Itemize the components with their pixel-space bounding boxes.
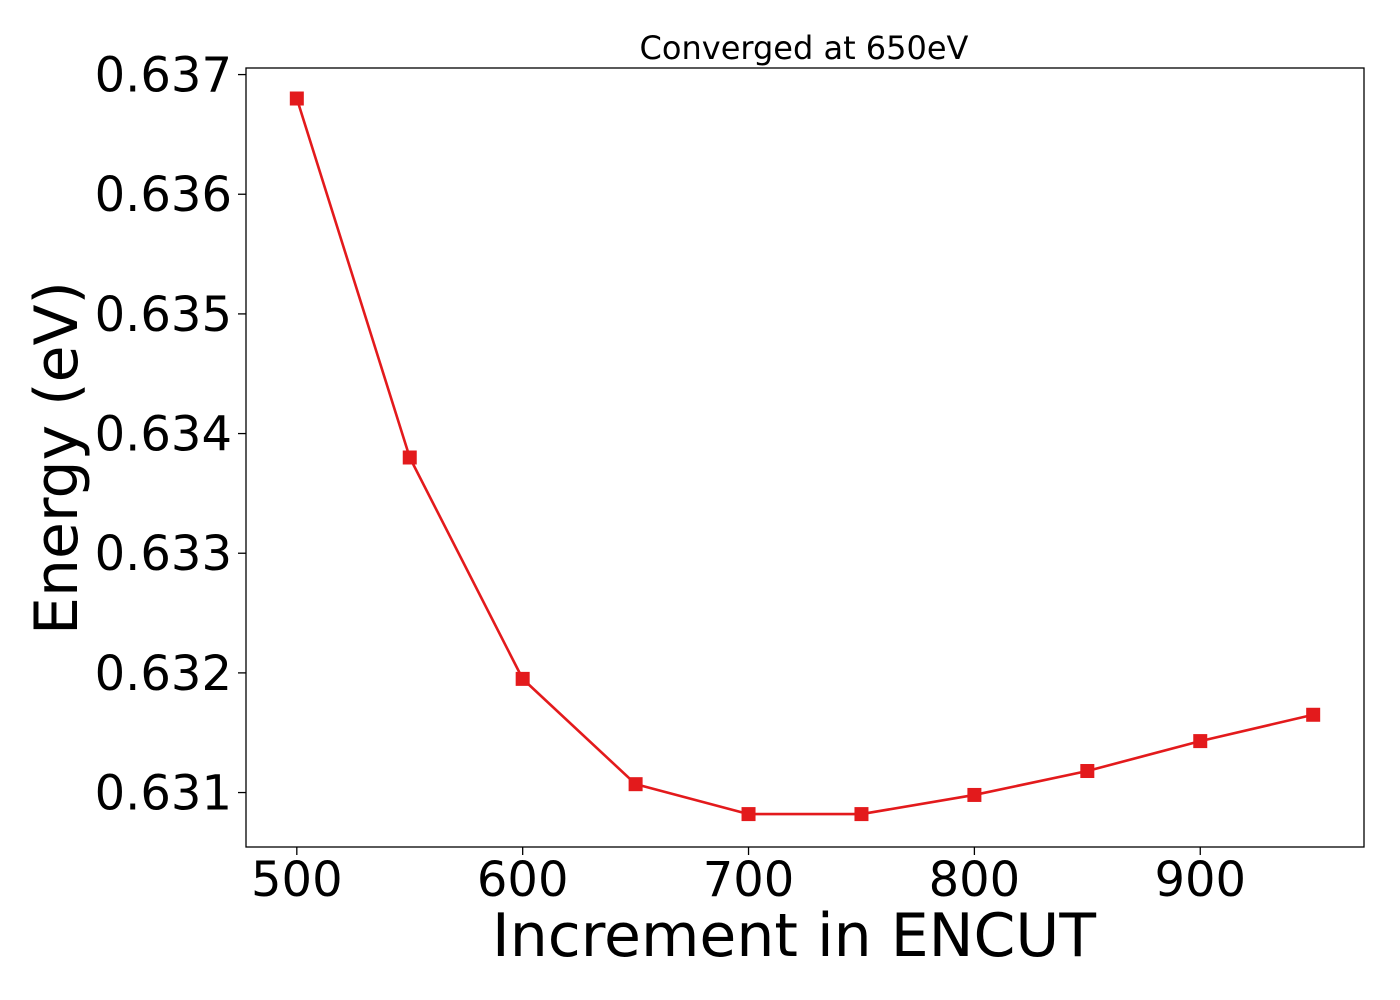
y-axis-ticks: 0.631 0.632 0.633 0.634 0.635 0.636 0.637 xyxy=(95,48,246,822)
data-point-marker xyxy=(1193,734,1208,749)
plot-frame xyxy=(245,67,1365,848)
y-tick-label: 0.636 xyxy=(95,167,232,223)
x-axis-ticks: 500 600 700 800 900 xyxy=(251,847,1246,908)
x-tick-label: 800 xyxy=(929,852,1021,908)
data-point-marker xyxy=(402,450,417,465)
series-layer xyxy=(289,91,1321,822)
data-point-marker xyxy=(741,807,756,822)
data-point-marker xyxy=(1080,764,1095,779)
y-tick-label: 0.634 xyxy=(95,407,232,463)
x-tick-label: 700 xyxy=(703,852,795,908)
data-point-marker xyxy=(289,91,304,106)
data-point-marker xyxy=(515,671,530,686)
data-point-marker xyxy=(1306,707,1321,722)
y-tick-label: 0.635 xyxy=(95,287,232,343)
x-tick-label: 500 xyxy=(251,852,343,908)
y-tick-label: 0.631 xyxy=(95,766,232,822)
chart-title: Converged at 650eV xyxy=(640,29,969,67)
data-point-marker xyxy=(854,807,869,822)
data-point-marker xyxy=(967,787,982,802)
y-tick-label: 0.632 xyxy=(95,646,232,702)
x-axis-title: Increment in ENCUT xyxy=(492,901,1096,971)
series-line xyxy=(295,98,1314,816)
x-tick-label: 600 xyxy=(477,852,569,908)
x-tick-label: 900 xyxy=(1154,852,1246,908)
y-tick-label: 0.637 xyxy=(95,48,232,104)
data-point-marker xyxy=(628,777,643,792)
y-axis-title: Energy (eV) xyxy=(22,281,92,635)
y-tick-label: 0.633 xyxy=(95,526,232,582)
